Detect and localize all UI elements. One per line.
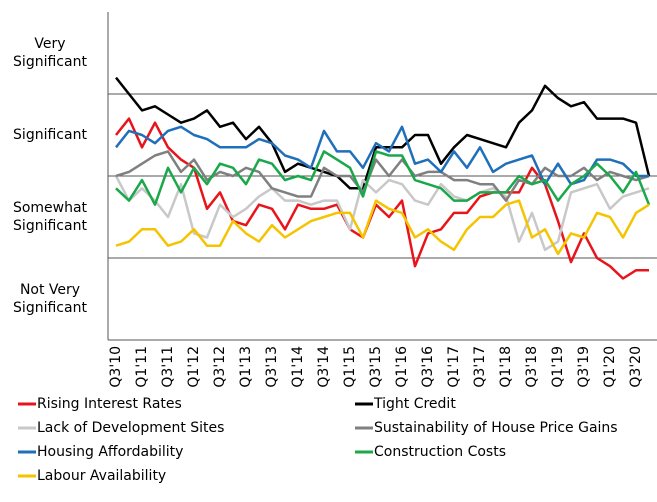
x-tick-label: Q3'12 xyxy=(212,346,228,388)
x-tick-label: Q3'11 xyxy=(160,346,176,388)
y-tick-label: Not Very Significant xyxy=(13,282,87,316)
series-line xyxy=(115,199,650,256)
legend-label: Construction Costs xyxy=(374,444,506,460)
x-tick-label: Q3'18 xyxy=(524,346,540,388)
x-tick-label: Q3'17 xyxy=(472,346,488,388)
x-tick-label: Q1'13 xyxy=(238,346,254,388)
x-tick-label: Q1'12 xyxy=(186,346,202,388)
x-tick-label: Q3'19 xyxy=(576,346,592,388)
x-tick-label: Q3'10 xyxy=(108,346,124,388)
series-line xyxy=(115,150,651,206)
x-tick-label: Q3'16 xyxy=(420,346,436,388)
x-tick-label: Q1'18 xyxy=(498,346,514,388)
legend-label: Labour Availability xyxy=(37,468,166,484)
x-tick-label: Q1'20 xyxy=(602,346,618,388)
x-tick-label: Q1'16 xyxy=(394,346,410,388)
x-tick-label: Q1'19 xyxy=(550,346,566,388)
legend-label: Rising Interest Rates xyxy=(37,396,182,412)
legend-label: Lack of Development Sites xyxy=(37,420,224,436)
series-line xyxy=(115,125,649,186)
series-line xyxy=(115,117,649,280)
y-tick-label: Significant xyxy=(13,127,87,143)
x-tick-label: Q1'14 xyxy=(290,346,306,388)
series-line xyxy=(114,175,650,252)
x-tick-label: Q3'20 xyxy=(628,346,644,388)
x-tick-label: Q1'17 xyxy=(446,346,462,388)
x-tick-label: Q3'14 xyxy=(316,346,332,388)
y-tick-label: Somewhat Significant xyxy=(12,200,88,234)
x-tick-label: Q1'15 xyxy=(342,346,358,388)
x-tick-label: Q1'11 xyxy=(134,346,150,388)
x-tick-label: Q3'13 xyxy=(264,346,280,388)
legend-label: Housing Affordability xyxy=(37,444,183,460)
legend-label: Tight Credit xyxy=(373,396,456,412)
x-tick-label: Q3'15 xyxy=(368,346,384,388)
legend-label: Sustainability of House Price Gains xyxy=(374,420,618,436)
series-line xyxy=(115,150,650,202)
y-tick-label: Very Significant xyxy=(13,36,87,70)
